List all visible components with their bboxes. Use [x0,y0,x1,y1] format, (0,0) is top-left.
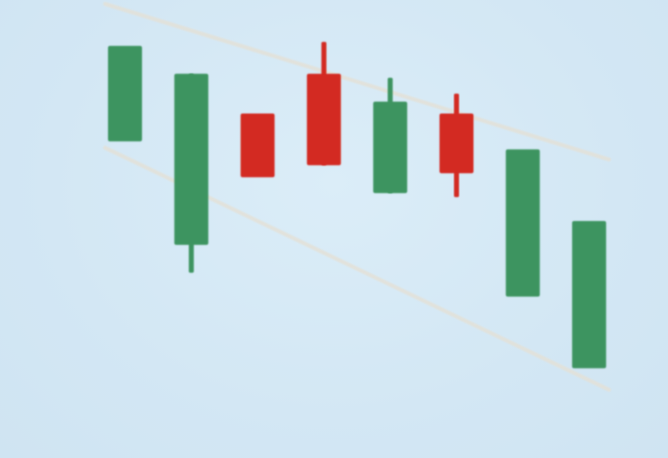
candle-body [439,113,474,174]
candles [108,41,607,369]
channel-line-upper [103,1,611,162]
candle [373,77,408,194]
candle [240,113,275,178]
candle [174,73,209,273]
candle-body [240,113,275,178]
candle-body [306,73,341,166]
candle [306,41,341,166]
candle [439,93,474,198]
candle [108,45,142,142]
candle-body [174,73,209,245]
candle [572,221,607,369]
candle-body [373,101,408,194]
candle [505,149,540,297]
candle-body [505,149,540,297]
candle-body [572,221,607,369]
candle-body [108,45,142,142]
